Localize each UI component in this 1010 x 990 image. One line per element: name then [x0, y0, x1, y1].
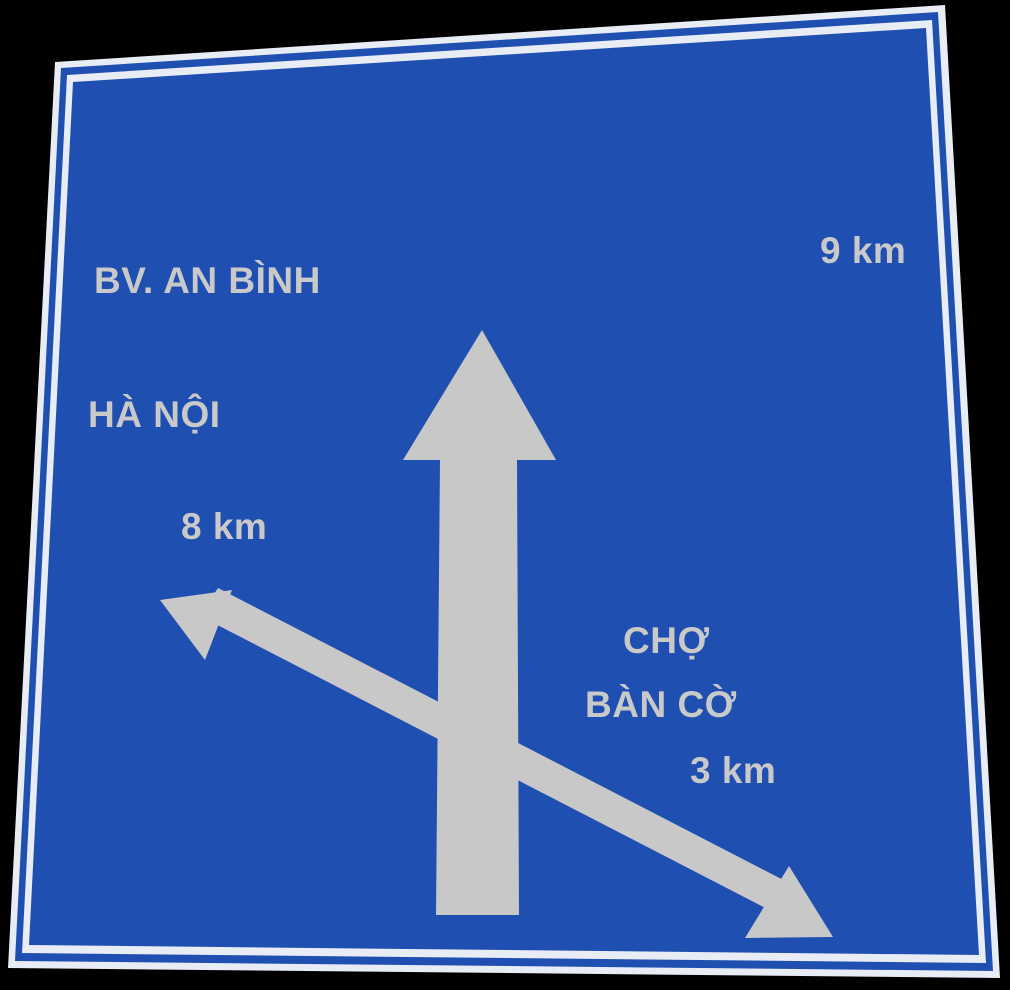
destination-cho-ban-co-line1: CHỢ — [623, 620, 710, 661]
destination-an-binh-label: BV. AN BÌNH — [94, 260, 321, 301]
distance-ha-noi-label: 8 km — [181, 506, 268, 547]
distance-an-binh-label: 9 km — [820, 230, 907, 271]
arrow-head-right — [745, 866, 833, 938]
arrow-head-left — [160, 590, 232, 660]
destination-ha-noi-label: HÀ NỘI — [88, 394, 221, 435]
straight-arrow-shaft — [436, 460, 519, 915]
arrow-head-up — [403, 330, 556, 460]
destination-cho-ban-co-line2: BÀN CỜ — [585, 684, 737, 725]
distance-cho-ban-co-label: 3 km — [690, 750, 777, 791]
